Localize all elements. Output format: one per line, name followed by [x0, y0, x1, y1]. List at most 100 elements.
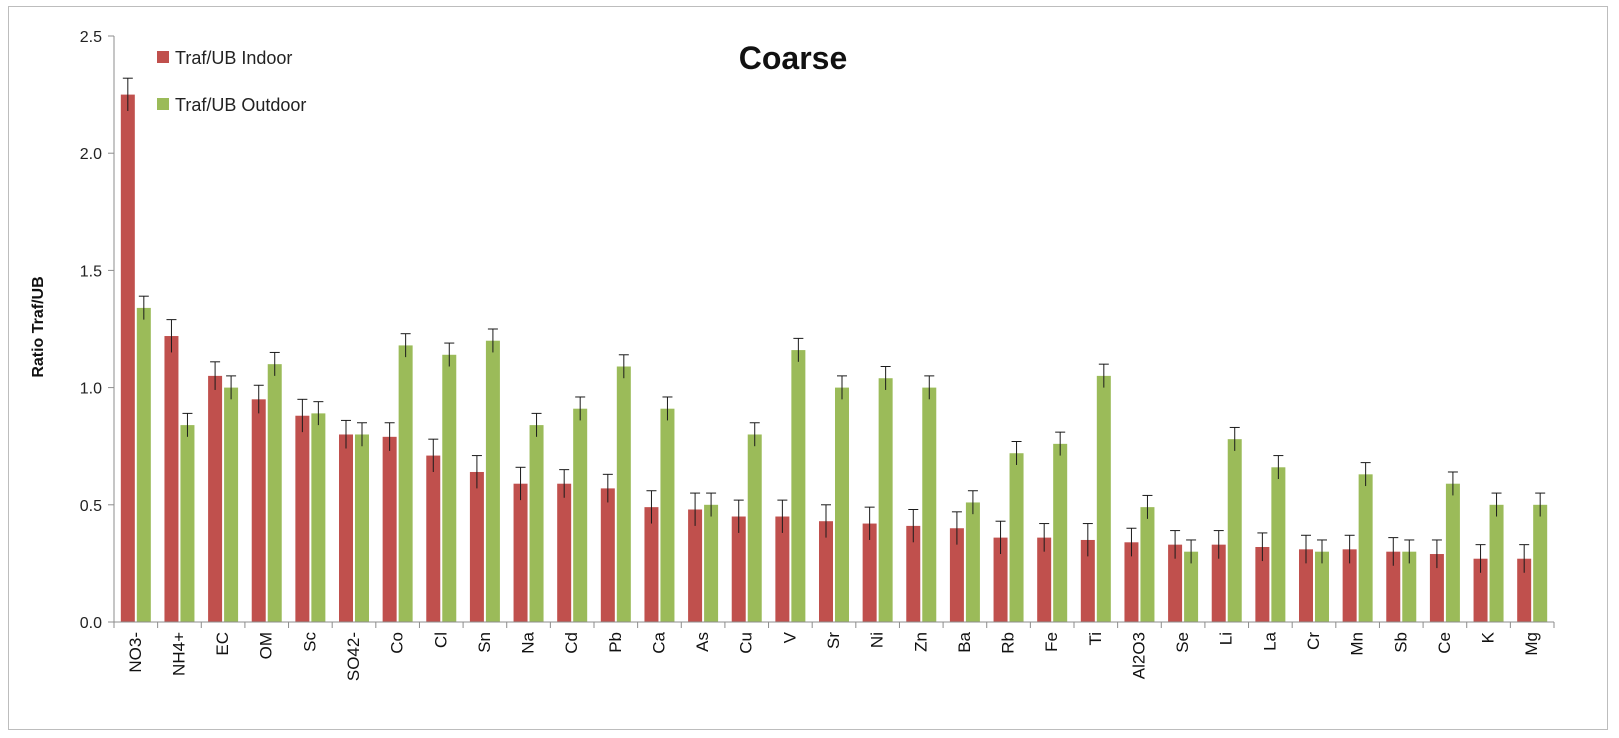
bar-outdoor [1053, 443, 1068, 622]
bar-indoor [557, 483, 572, 622]
bar-indoor [1080, 539, 1095, 622]
bar-outdoor [224, 387, 239, 622]
bar-indoor [1342, 549, 1357, 622]
x-tick-label: Ca [649, 631, 668, 653]
bar-outdoor [267, 364, 282, 622]
bar-outdoor [878, 378, 893, 622]
bar-outdoor [835, 387, 849, 622]
bar-indoor [906, 525, 921, 622]
x-tick-label: Sr [824, 632, 843, 649]
x-tick-label: Cu [737, 632, 756, 654]
bar-indoor [731, 516, 746, 622]
bar-outdoor [1096, 375, 1111, 622]
axes-layer: 0.0 0.5 1.0 1.5 2.0 2.5 NO3- NH4+ EC OM Sc SO42- Co C… [80, 29, 1555, 681]
bar-indoor [1517, 558, 1532, 622]
x-tick-label: Sb [1391, 632, 1410, 653]
chart-frame: 0.0 0.5 1.0 1.5 2.0 2.5 NO3- NH4+ EC OM Sc SO42- Co C… [8, 6, 1608, 730]
bar-indoor [1255, 546, 1270, 622]
bar-indoor [775, 516, 790, 622]
x-tick-label: Ni [868, 632, 887, 648]
x-tick-label: Ba [955, 631, 974, 652]
bar-indoor [949, 528, 964, 622]
bar-outdoor [922, 387, 937, 622]
x-tick-label: Li [1217, 632, 1236, 645]
x-tick-label: Mg [1522, 632, 1541, 656]
bar-indoor [382, 436, 397, 622]
bar-outdoor [136, 307, 151, 622]
x-tick-label: La [1260, 631, 1279, 650]
x-tick-label: Mn [1348, 632, 1367, 656]
bar-indoor [1429, 554, 1444, 622]
bar-outdoor [1445, 483, 1460, 622]
x-tick-label: Ti [1086, 632, 1105, 646]
bar-indoor [208, 375, 223, 622]
bar-indoor [1299, 549, 1313, 622]
y-tick-label: 1.5 [80, 263, 102, 280]
x-tick-label: NO3- [126, 632, 145, 673]
bar-indoor [295, 415, 310, 622]
bar-outdoor [442, 354, 457, 622]
x-tick-label: Cr [1304, 632, 1323, 650]
bar-outdoor [1358, 474, 1373, 622]
bar-indoor [426, 455, 441, 622]
legend: Traf/UB Indoor Traf/UB Outdoor [157, 48, 306, 115]
y-tick-label: 2.0 [80, 146, 102, 163]
y-tick-label: 0.5 [80, 498, 102, 515]
bar-outdoor [180, 425, 195, 622]
x-tick-label: Se [1173, 632, 1192, 653]
bar-indoor [644, 507, 659, 622]
x-tick-label: OM [257, 632, 276, 659]
bar-indoor [993, 537, 1008, 622]
bar-indoor [862, 523, 877, 622]
y-tick-label: 2.5 [80, 29, 102, 46]
x-tick-label: Ce [1435, 632, 1454, 654]
bar-outdoor [1402, 551, 1417, 622]
bar-outdoor [616, 366, 631, 622]
bar-indoor [819, 521, 833, 622]
bar-outdoor [704, 504, 719, 622]
bar-indoor [251, 399, 266, 622]
bar-outdoor [311, 413, 326, 622]
y-tick-label: 0.0 [80, 615, 102, 632]
bar-outdoor [355, 434, 369, 622]
bar-outdoor [1489, 504, 1504, 622]
y-axis-label: Ratio Traf/UB [30, 276, 47, 377]
bar-indoor [339, 434, 353, 622]
bar-outdoor [791, 350, 806, 622]
bar-indoor [1168, 544, 1183, 622]
bar-outdoor [660, 408, 675, 622]
legend-label-outdoor: Traf/UB Outdoor [175, 95, 306, 115]
legend-swatch-outdoor [157, 98, 169, 110]
bars-layer [120, 77, 1548, 623]
x-tick-label: Cl [431, 632, 450, 648]
x-tick-label: Fe [1042, 632, 1061, 652]
x-tick-label: As [693, 632, 712, 652]
x-tick-label: Al2O3 [1129, 632, 1148, 679]
bar-outdoor [1315, 551, 1329, 622]
bar-outdoor [398, 345, 413, 622]
bar-indoor [164, 336, 179, 622]
bar-outdoor [1184, 551, 1199, 622]
x-tick-label: Sc [300, 632, 319, 652]
legend-label-indoor: Traf/UB Indoor [175, 48, 292, 68]
bar-outdoor [1140, 507, 1155, 622]
bar-indoor [1386, 551, 1401, 622]
x-tick-label: Cd [562, 632, 581, 654]
bar-indoor [1037, 537, 1052, 622]
chart-svg: 0.0 0.5 1.0 1.5 2.0 2.5 NO3- NH4+ EC OM Sc SO42- Co C… [30, 29, 1555, 681]
x-tick-label: K [1479, 631, 1498, 643]
x-tick-label: Na [519, 631, 538, 653]
x-tick-label: Co [388, 632, 407, 654]
bar-indoor [1211, 544, 1226, 622]
bar-indoor [1124, 542, 1139, 622]
x-tick-label: SO42- [344, 632, 363, 681]
bar-indoor [1473, 558, 1488, 622]
bar-outdoor [573, 408, 588, 622]
x-tick-label: Zn [911, 632, 930, 652]
bar-outdoor [485, 340, 500, 622]
bar-outdoor [965, 502, 980, 622]
bar-indoor [469, 471, 484, 622]
bar-indoor [513, 483, 528, 622]
x-tick-label: Pb [606, 632, 625, 653]
bar-outdoor [1271, 467, 1286, 622]
